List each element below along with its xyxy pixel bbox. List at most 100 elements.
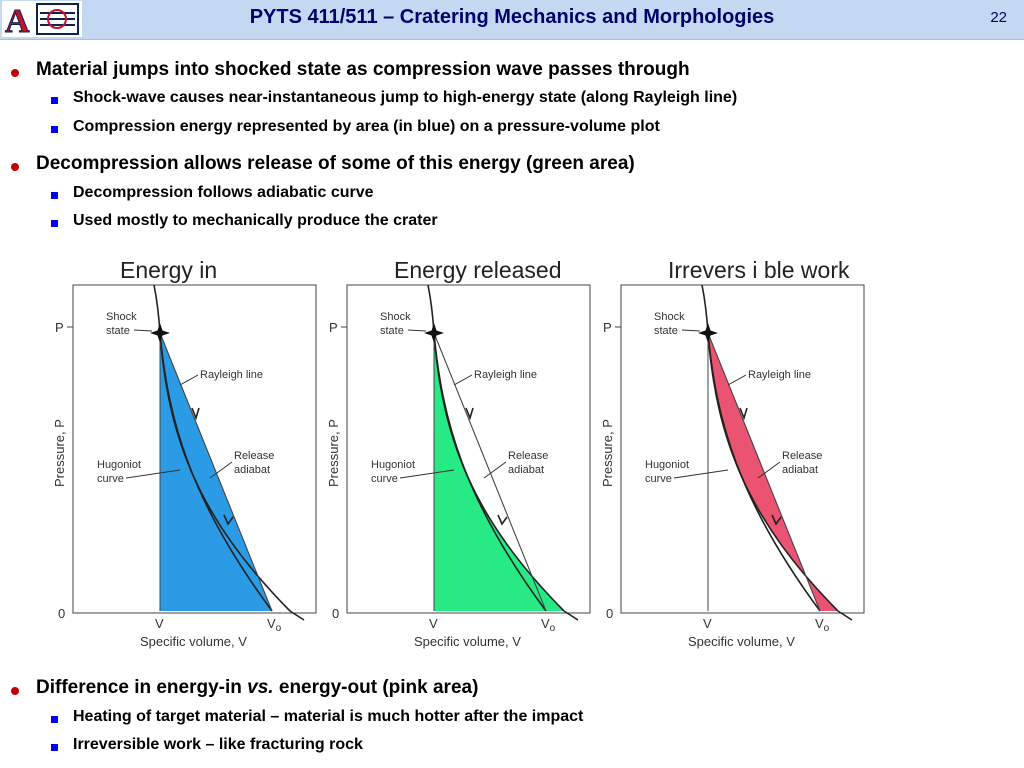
bullet-level1: Difference in energy-in vs. energy-out (… xyxy=(0,677,478,699)
plot-frame xyxy=(72,284,317,614)
pv-diagram-pink: Irrevers i ble work P 0 V Vo Specific volume,… xyxy=(600,257,865,649)
blue-square-bullet-icon xyxy=(51,744,58,751)
axis-zero-label: 0 xyxy=(332,606,339,621)
bullet-text: energy-out (pink area) xyxy=(273,677,479,698)
hugoniot-leader xyxy=(125,469,181,479)
blue-square-bullet-icon xyxy=(51,716,58,723)
slide-title: PYTS 411/511 – Cratering Mechanics and M… xyxy=(249,6,775,28)
bullet-level1: Decompression allows release of some of … xyxy=(0,153,635,175)
release-arrow-icon xyxy=(191,407,200,421)
release-adiabat-label: adiabat xyxy=(234,464,270,476)
release-adiabat-label: Release xyxy=(782,450,822,462)
axis-p-label: P xyxy=(55,320,64,335)
shock-state-star-icon xyxy=(424,323,444,343)
shock-state-label: state xyxy=(106,325,130,337)
axis-v0-label: Vo xyxy=(541,616,556,634)
shock-state-label: state xyxy=(380,325,404,337)
bullet-level2: Compression energy represented by area (… xyxy=(0,118,660,136)
bullet-level2: Decompression follows adiabatic curve xyxy=(0,184,374,202)
hugoniot-label: curve xyxy=(645,473,672,485)
blue-square-bullet-icon xyxy=(51,192,58,199)
release-arrow-icon xyxy=(739,407,748,421)
bullet-level2: Heating of target material – material is… xyxy=(0,708,583,726)
rayleigh-line xyxy=(159,332,273,612)
energy-area xyxy=(434,333,564,611)
bullet-text: Compression energy represented by area (… xyxy=(73,118,660,135)
release-adiabat-label: Release xyxy=(234,450,274,462)
y-axis-label: Pressure, P xyxy=(326,419,341,487)
bullet-text: Material jumps into shocked state as com… xyxy=(36,59,690,80)
shock-state-leader xyxy=(681,329,701,332)
plot-frame xyxy=(346,284,591,614)
axis-v-label: V xyxy=(155,616,164,631)
figure-title: Energy in xyxy=(120,257,217,283)
x-axis-label: Specific volume, V xyxy=(140,634,247,649)
rayleigh-leader xyxy=(453,374,473,386)
rayleigh-leader xyxy=(179,374,199,386)
bullet-level2: Used mostly to mechanically produce the … xyxy=(0,212,438,230)
rayleigh-line-label: Rayleigh line xyxy=(748,369,811,381)
plot-frame xyxy=(620,284,865,614)
release-leader xyxy=(757,461,781,479)
release-arrow-icon xyxy=(771,514,782,526)
rayleigh-line xyxy=(433,332,547,612)
hugoniot-label: curve xyxy=(371,473,398,485)
axis-p-label: P xyxy=(603,320,612,335)
curve-extension xyxy=(289,610,305,621)
y-axis-label: Pressure, P xyxy=(600,419,615,487)
rayleigh-line xyxy=(707,332,821,612)
figure-title: Energy released xyxy=(394,257,562,283)
star-shape xyxy=(150,323,170,343)
curve-extension xyxy=(563,610,579,621)
axis-p-label: P xyxy=(329,320,338,335)
x-axis-label: Specific volume, V xyxy=(414,634,521,649)
svg-text:A: A xyxy=(5,3,30,37)
axis-v0-label: Vo xyxy=(815,616,830,634)
red-bullet-icon xyxy=(11,687,19,695)
rayleigh-line-label: Rayleigh line xyxy=(474,369,537,381)
slide-header: A PYTS 411/511 – Cratering Mechanics and… xyxy=(0,0,1024,40)
slide-number: 22 xyxy=(990,9,1007,26)
x-axis-label: Specific volume, V xyxy=(688,634,795,649)
bullet-text: Decompression follows adiabatic curve xyxy=(73,184,374,201)
star-shape xyxy=(424,323,444,343)
bullet-level1: Material jumps into shocked state as com… xyxy=(0,59,690,81)
release-arrow-icon xyxy=(465,407,474,421)
shock-state-label: Shock xyxy=(654,311,685,323)
hugoniot-label: Hugoniot xyxy=(371,459,415,471)
axis-v-label: V xyxy=(429,616,438,631)
shock-state-star-icon xyxy=(698,323,718,343)
hugoniot-label: Hugoniot xyxy=(645,459,689,471)
bullet-text: Heating of target material – material is… xyxy=(73,708,584,725)
hugoniot-label: curve xyxy=(97,473,124,485)
blue-square-bullet-icon xyxy=(51,126,58,133)
bullet-text: Irreversible work – like fracturing rock xyxy=(73,736,363,753)
axis-v0-label: Vo xyxy=(267,616,282,634)
university-logo-icon: A xyxy=(2,1,82,37)
bullet-level2: Shock-wave causes near-instantaneous jum… xyxy=(0,89,737,107)
rayleigh-line-label: Rayleigh line xyxy=(200,369,263,381)
shock-state-star-icon xyxy=(150,323,170,343)
shock-state-label: Shock xyxy=(380,311,411,323)
star-shape xyxy=(698,323,718,343)
red-bullet-icon xyxy=(11,69,19,77)
axis-v0-subscript: o xyxy=(276,623,282,634)
shock-state-label: state xyxy=(654,325,678,337)
bullet-text-italic: vs. xyxy=(247,677,274,698)
axis-v-label: V xyxy=(703,616,712,631)
release-adiabat-label: Release xyxy=(508,450,548,462)
release-arrow-icon xyxy=(497,514,508,526)
axis-zero-label: 0 xyxy=(606,606,613,621)
rayleigh-leader xyxy=(727,374,747,386)
hugoniot-leader xyxy=(399,469,455,479)
shock-state-label: Shock xyxy=(106,311,137,323)
bullet-level2: Irreversible work – like fracturing rock xyxy=(0,736,363,754)
bullet-text: Difference in energy-in xyxy=(36,677,248,698)
release-adiabat-label: adiabat xyxy=(508,464,544,476)
axis-v0-subscript: o xyxy=(824,623,830,634)
red-bullet-icon xyxy=(11,163,19,171)
shock-state-leader xyxy=(407,329,427,332)
hugoniot-leader xyxy=(673,469,729,479)
bullet-text: Used mostly to mechanically produce the … xyxy=(73,212,438,229)
